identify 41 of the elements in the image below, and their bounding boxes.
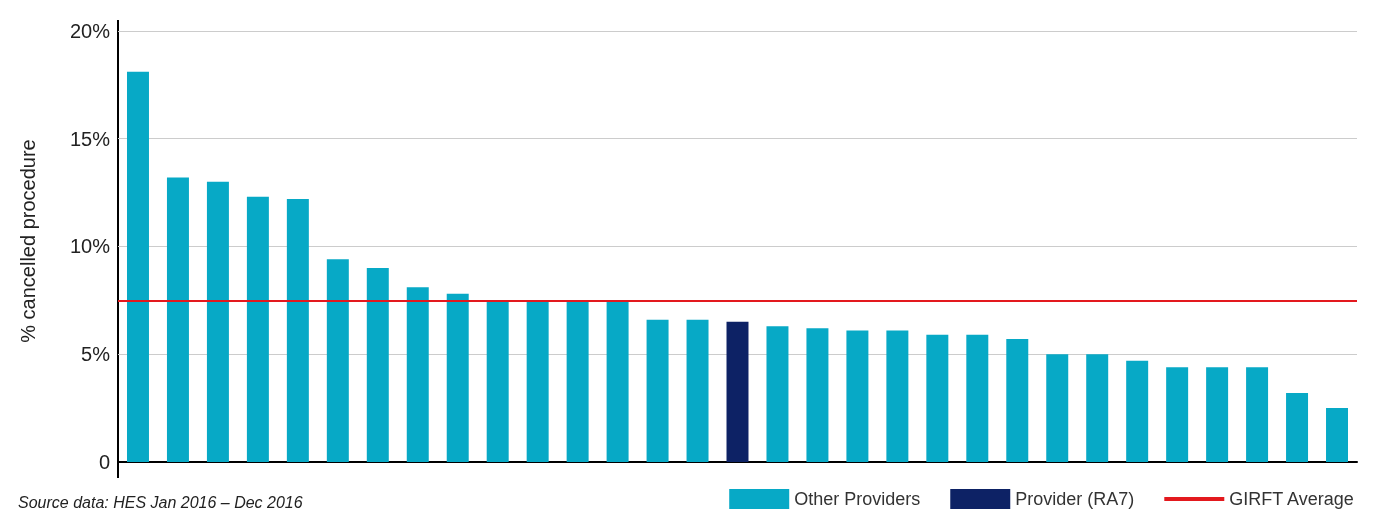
y-tick-label: 5% (81, 343, 111, 366)
bar (126, 71, 149, 462)
bar (406, 287, 429, 462)
bar (486, 300, 509, 462)
y-tick-label: 10% (69, 235, 111, 258)
bar (286, 198, 309, 462)
bar (1326, 408, 1349, 462)
bar (846, 330, 869, 462)
bar (886, 330, 909, 462)
y-tick-label: 15% (69, 127, 111, 150)
source-note: Source data: HES Jan 2016 – Dec 2016 (18, 493, 303, 511)
y-tick-label: 0 (98, 451, 110, 473)
bar (1046, 354, 1069, 462)
bar (1286, 393, 1309, 462)
bar (566, 300, 589, 462)
bar (246, 196, 269, 462)
bar (1246, 367, 1269, 462)
bar (1206, 367, 1229, 462)
bar (1006, 339, 1029, 462)
bar (606, 300, 629, 462)
bar (726, 321, 749, 462)
bar (1166, 367, 1189, 462)
bar (526, 300, 549, 462)
bar (326, 259, 349, 462)
bar (206, 181, 229, 462)
bar (366, 267, 389, 462)
bar (966, 334, 989, 462)
y-axis-title: % cancelled procedure (17, 139, 39, 343)
bar (686, 319, 709, 462)
bar (1086, 354, 1109, 462)
bar (926, 334, 949, 462)
bar (646, 319, 669, 462)
bar (166, 177, 189, 462)
bar (1126, 360, 1149, 462)
bar (446, 293, 469, 462)
y-tick-label: 20% (69, 19, 111, 42)
legend-label: Provider (RA7) (1015, 489, 1135, 509)
bar (806, 328, 829, 462)
legend-label: Other Providers (794, 489, 921, 509)
bar (766, 326, 789, 462)
legend-label: GIRFT Average (1229, 489, 1354, 509)
